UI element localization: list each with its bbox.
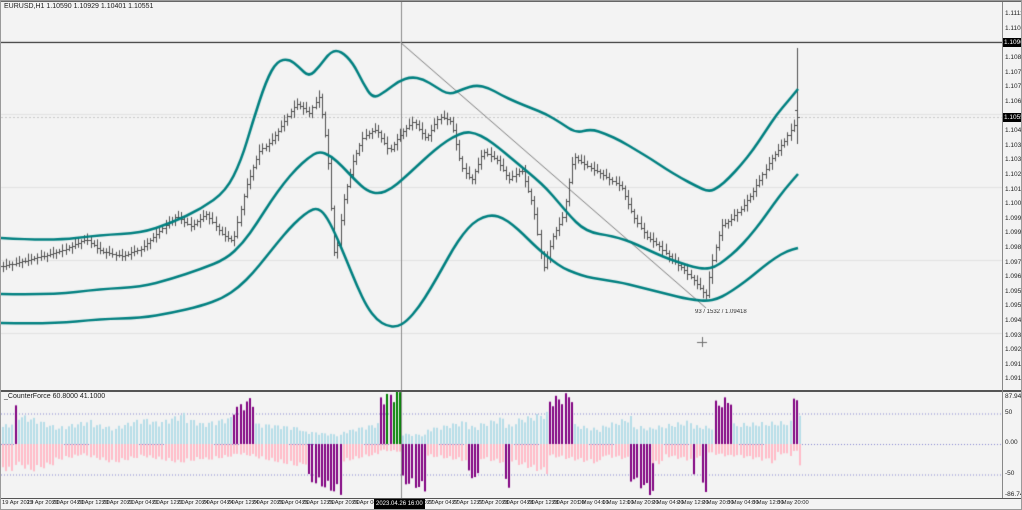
- price-axis[interactable]: 1.10960 1.10551 1.11115 1.11035 1.10875 1.1…: [1003, 1, 1022, 390]
- time-axis-label: 2 May 04:00: [652, 500, 684, 506]
- indicator-axis-label: 50: [1005, 409, 1013, 416]
- chart-title: EURUSD,H1 1.10590 1.10929 1.10401 1.1055…: [4, 3, 154, 10]
- time-axis-label: 20 Apr 04:00: [52, 500, 85, 506]
- indicator-axis-label: 0.00: [1005, 439, 1018, 446]
- indicator-axis-label: 87.94: [1005, 393, 1022, 400]
- price-axis-label: 1.10155: [1005, 185, 1022, 193]
- time-axis-label: 1 May 20:00: [627, 500, 659, 506]
- price-axis-label: 1.09515: [1005, 302, 1022, 310]
- time-axis-label: 24 Apr 20:00: [252, 500, 285, 506]
- time-axis-label: 20 Apr 12:00: [77, 500, 110, 506]
- indicator-axis[interactable]: 87.94 50 0.00 -50 -86.74: [1003, 392, 1022, 498]
- time-axis-label: 25 Apr 04:00: [277, 500, 310, 506]
- price-axis-label: 1.09275: [1005, 346, 1022, 354]
- price-axis-label: 1.09435: [1005, 317, 1022, 325]
- price-axis-label: 1.09115: [1005, 375, 1021, 383]
- price-axis-label: 1.10075: [1005, 200, 1022, 208]
- price-axis-label: 1.10315: [1005, 156, 1022, 164]
- price-chart-canvas[interactable]: [1, 1, 1003, 390]
- time-axis-label: 27 Apr 12:00: [452, 500, 485, 506]
- price-axis-label: 1.10795: [1005, 68, 1022, 76]
- time-axis-label: 2 May 20:00: [702, 500, 734, 506]
- price-axis-border: [1002, 1, 1003, 498]
- indicator-pane: _CounterForce 60.8000 41.1000: [1, 392, 1003, 498]
- indicator-title: _CounterForce 60.8000 41.1000: [4, 393, 106, 400]
- price-axis-label: 1.11035: [1005, 25, 1021, 33]
- price-axis-label: 1.09355: [1005, 331, 1022, 339]
- indicator-axis-label: -86.74: [1005, 491, 1022, 498]
- time-axis-label: 21 Apr 04:00: [127, 500, 160, 506]
- time-axis-separator: [1, 498, 1021, 499]
- time-axis-label: 21 Apr 20:00: [177, 500, 210, 506]
- time-axis-label: 28 Apr 04:00: [502, 500, 535, 506]
- time-axis-label: 19 Apr 2023: [2, 500, 34, 506]
- time-axis[interactable]: 2023.04.26 16:00 19 Apr 2023 19 Apr 20:00…: [1, 499, 1021, 509]
- price-axis-label: 1.09195: [1005, 360, 1022, 368]
- time-axis-label: 25 Apr 12:00: [302, 500, 335, 506]
- price-axis-label: 1.09995: [1005, 214, 1022, 222]
- price-axis-label: 1.09915: [1005, 229, 1022, 237]
- time-axis-label: 25 Apr 20:00: [327, 500, 360, 506]
- time-axis-label: 20 Apr 20:00: [102, 500, 135, 506]
- top-border: [1, 1, 1021, 2]
- price-axis-label: 1.09755: [1005, 258, 1022, 266]
- time-axis-label: 3 May 20:00: [777, 500, 809, 506]
- time-axis-label: 26 Apr 04:00: [352, 500, 385, 506]
- price-axis-label: 1.10395: [1005, 141, 1022, 149]
- time-axis-label: 2 May 12:00: [677, 500, 709, 506]
- time-axis-label: 3 May 12:00: [752, 500, 784, 506]
- price-axis-label: 1.10715: [1005, 83, 1022, 91]
- price-axis-label: 1.11115: [1005, 10, 1021, 18]
- bid-price-tag: 1.10551: [1003, 112, 1021, 122]
- time-axis-label: 24 Apr 12:00: [227, 500, 260, 506]
- time-axis-label: 27 Apr 04:00: [427, 500, 460, 506]
- hline-price-tag: 1.10960: [1003, 37, 1021, 47]
- price-axis-label: 1.10475: [1005, 127, 1022, 135]
- main-chart-pane: EURUSD,H1 1.10590 1.10929 1.10401 1.1055…: [1, 1, 1003, 390]
- time-axis-label: 1 May 04:00: [577, 500, 609, 506]
- indicator-canvas[interactable]: [1, 392, 1003, 498]
- time-axis-label: 19 Apr 20:00: [27, 500, 60, 506]
- pane-separator[interactable]: [1, 390, 1021, 392]
- time-axis-label: 28 Apr 12:00: [527, 500, 560, 506]
- time-axis-label: 28 Apr 20:00: [552, 500, 585, 506]
- time-axis-label: 1 May 12:00: [602, 500, 634, 506]
- price-axis-label: 1.10235: [1005, 171, 1022, 179]
- trendline-measure-label: 93 / 1532 / 1.09418: [695, 309, 747, 315]
- time-axis-label: 3 May 04:00: [727, 500, 759, 506]
- price-axis-label: 1.09595: [1005, 287, 1022, 295]
- price-axis-label: 1.10635: [1005, 98, 1022, 106]
- time-axis-label: 21 Apr 12:00: [152, 500, 185, 506]
- time-axis-label: 27 Apr 20:00: [477, 500, 510, 506]
- price-axis-label: 1.10875: [1005, 54, 1022, 62]
- price-axis-label: 1.09675: [1005, 273, 1022, 281]
- time-axis-label: 24 Apr 04:00: [202, 500, 235, 506]
- price-axis-label: 1.09835: [1005, 244, 1022, 252]
- indicator-axis-label: -50: [1005, 470, 1015, 477]
- selected-time-tag: 2023.04.26 16:00: [374, 499, 425, 509]
